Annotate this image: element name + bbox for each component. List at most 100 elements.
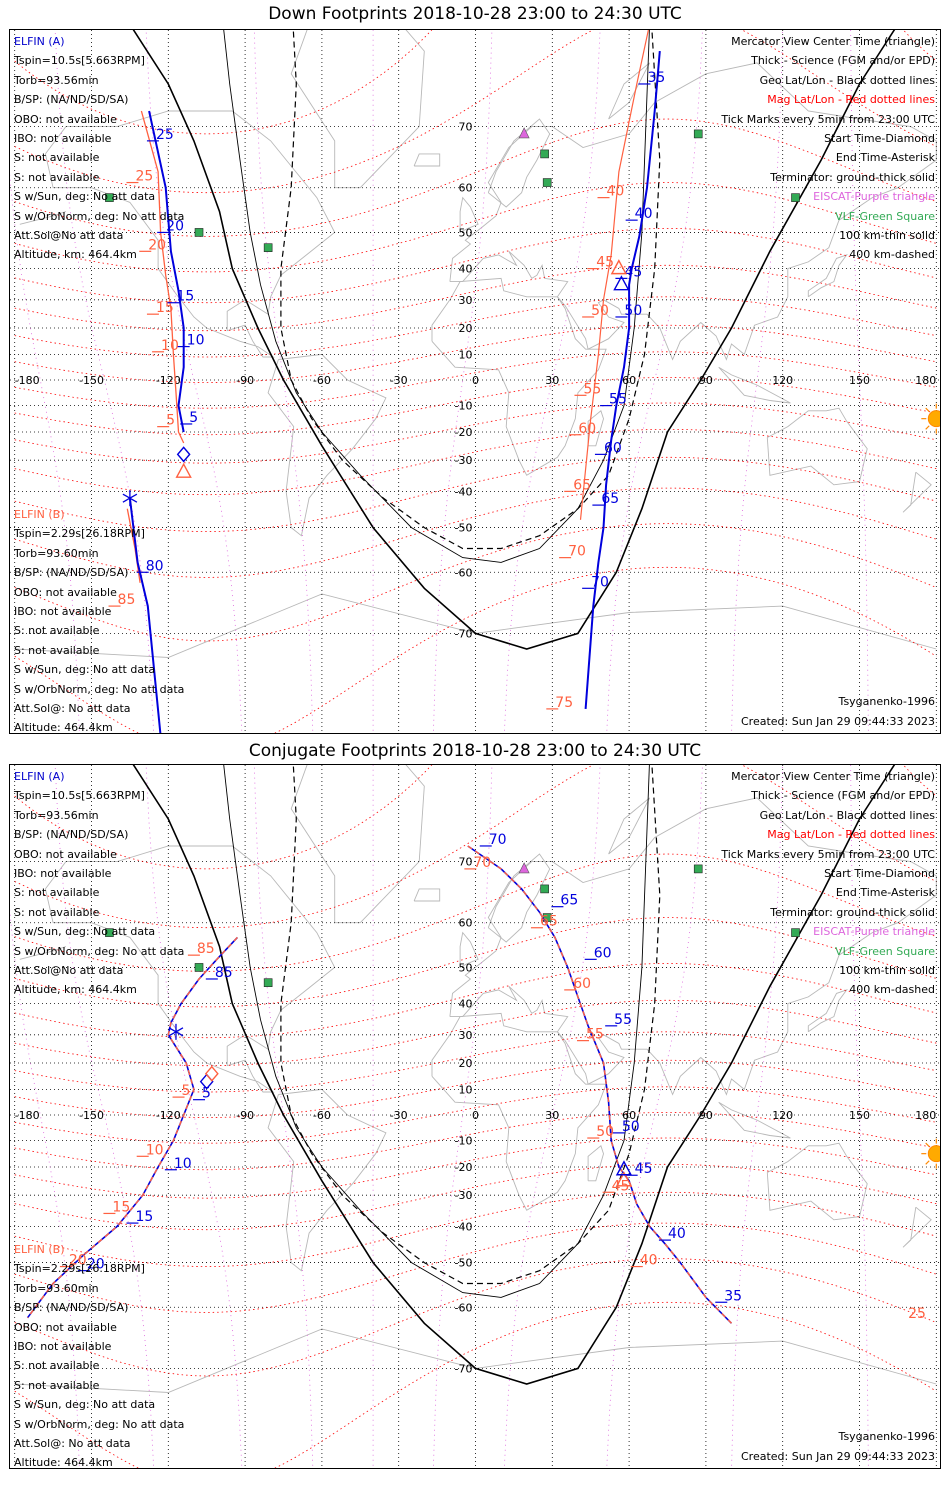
coastline — [413, 153, 441, 167]
coastline — [44, 110, 336, 358]
coastline — [718, 1101, 791, 1139]
track-time-label: 5 — [166, 413, 175, 429]
created-label: Created: Sun Jan 29 09:44:33 2023 — [741, 1450, 935, 1463]
elfin-a-attsol: Att.Sol@No att data — [14, 964, 124, 978]
elfin-a-orbnorm: S w/OrbNorm, deg: No att data — [14, 944, 185, 958]
lat-label: 30 — [459, 1029, 473, 1042]
panel-title-conjugate: Conjugate Footprints 2018-10-28 23:00 to… — [248, 741, 702, 761]
track-time-label: 40 — [607, 184, 625, 200]
eiscat-triangle-icon — [518, 862, 530, 874]
lat-label: -40 — [455, 485, 473, 498]
model-label: Tsyganenko-1996 — [838, 695, 935, 708]
lat-label: -20 — [455, 1161, 473, 1174]
track-time-label: 5 — [189, 410, 198, 426]
elfin-a-bsp: B/SP: (NA/ND/SD/SA) — [14, 93, 129, 107]
mag-parallel — [14, 765, 937, 870]
elfin-a-ibo: IBO: not available — [14, 867, 112, 881]
track-time-label: 50 — [624, 303, 642, 319]
legend-thick: Thick - Science (FGM and/or EPD) — [751, 54, 935, 68]
legend-terminator: Terminator: ground-thick solid — [770, 170, 935, 184]
track-time-label: 70 — [568, 544, 586, 560]
track-time-label: 85 — [197, 941, 215, 957]
mag-parallel — [14, 456, 937, 533]
coastline — [807, 989, 848, 1033]
track-time-label: 10 — [187, 333, 205, 349]
elfin-a-altitude: Altitude, km: 464.4km — [14, 248, 137, 262]
coastline — [902, 1206, 932, 1248]
legend-vlf: VLF-Green Square — [835, 944, 935, 958]
elfin-a-ibo: IBO: not available — [14, 132, 112, 146]
center-time-triangle-icon — [613, 275, 630, 291]
lat-label: 70 — [459, 856, 473, 869]
vlf-square-icon — [105, 928, 114, 937]
legend-vlf: VLF-Green Square — [835, 209, 935, 223]
center-time-triangle-icon — [615, 1171, 633, 1187]
terminator-ground — [132, 765, 896, 1385]
lon-label: -60 — [313, 374, 331, 387]
coastline — [902, 471, 932, 513]
elfin-a-right-track-red — [579, 30, 649, 520]
track-time-label: 40 — [635, 206, 653, 222]
coastline — [290, 30, 425, 189]
coastline — [459, 931, 479, 968]
mag-parallel — [14, 1086, 937, 1144]
elfin-b-altitude: Altitude: 464.4km — [14, 1456, 113, 1469]
lat-label: -20 — [455, 426, 473, 439]
elfin-a-s2: S: not available — [14, 170, 100, 184]
elfin-a-tspin: Tspin=10.5s[5.663RPM] — [14, 789, 145, 803]
lon-label: 180 — [915, 374, 936, 387]
track-time-label: 65 — [560, 893, 578, 909]
track-time-label: 25 — [908, 1306, 926, 1322]
elfin-b-orbnorm: S w/OrbNorm, deg: No att data — [14, 1417, 185, 1431]
center-time-triangle-icon — [615, 1160, 633, 1176]
elfin-b-obo: OBO: not available — [14, 1320, 117, 1334]
elfin-b-s1: S: not available — [14, 624, 100, 638]
coastline — [431, 277, 607, 476]
lon-label: -90 — [236, 374, 254, 387]
legend-ticks: Tick Marks every 5min from 23:00 UTC — [721, 847, 935, 861]
conjugate-footprints-map: -180 -150 -120 -90 -60 -30 0 30 60 90 120 150 180 70 6… — [9, 764, 941, 1469]
elfin-b-orbnorm: S w/OrbNorm, deg: No att data — [14, 682, 185, 696]
track-time-label: 65 — [573, 477, 591, 493]
elfin-b-track-blue — [128, 497, 162, 733]
sun-ray — [925, 1160, 930, 1165]
legend-eiscat: EISCAT-Purple triangle — [813, 190, 935, 204]
lon-label: 30 — [545, 1109, 559, 1122]
coastline — [766, 407, 868, 486]
elfin-a-track-blue — [148, 110, 185, 433]
lon-label: 120 — [772, 1109, 793, 1122]
conjugate-map-canvas: -180 -150 -120 -90 -60 -30 0 30 60 90 120 150 180706… — [10, 765, 940, 1468]
legend-center-time: Mercator View Center Time (triangle) — [731, 35, 935, 48]
coastline — [290, 765, 425, 924]
mag-parallel — [14, 765, 937, 929]
legend-eiscat: EISCAT-Purple triangle — [813, 925, 935, 939]
track-time-label: 15 — [176, 289, 194, 305]
end-asterisk-icon — [168, 1027, 184, 1037]
lat-label: -50 — [455, 1257, 473, 1270]
mag-parallel — [14, 523, 937, 642]
panel-title-down: Down Footprints 2018-10-28 23:00 to 24:3… — [268, 4, 682, 24]
elfin-b-label: ELFIN (B) — [14, 508, 65, 521]
elfin-a-altitude: Altitude, km: 464.4km — [14, 983, 137, 997]
track-time-label: 75 — [555, 695, 573, 711]
lat-label: -60 — [455, 1301, 473, 1314]
track-time-label: 20 — [148, 237, 166, 253]
center-time-triangle-icon — [175, 462, 192, 478]
created-label: Created: Sun Jan 29 09:44:33 2023 — [741, 715, 935, 728]
mag-parallel — [14, 1059, 937, 1118]
mag-parallel — [14, 296, 937, 358]
legend-thick: Thick - Science (FGM and/or EPD) — [751, 789, 935, 803]
lat-label: 70 — [459, 121, 473, 134]
legend-100km: 100 km-thin solid — [839, 964, 935, 978]
vlf-square-icon — [791, 193, 800, 202]
track-time-label: 20 — [69, 1253, 87, 1269]
coastline — [766, 1142, 868, 1221]
lat-label: 60 — [459, 917, 473, 930]
track-time-label: 50 — [591, 303, 609, 319]
track-time-label: 20 — [166, 218, 184, 234]
coastline — [608, 62, 650, 120]
lat-label: 50 — [459, 226, 473, 239]
coastline — [487, 853, 551, 943]
vlf-square-icon — [540, 149, 549, 159]
mag-parallel — [14, 1301, 937, 1468]
